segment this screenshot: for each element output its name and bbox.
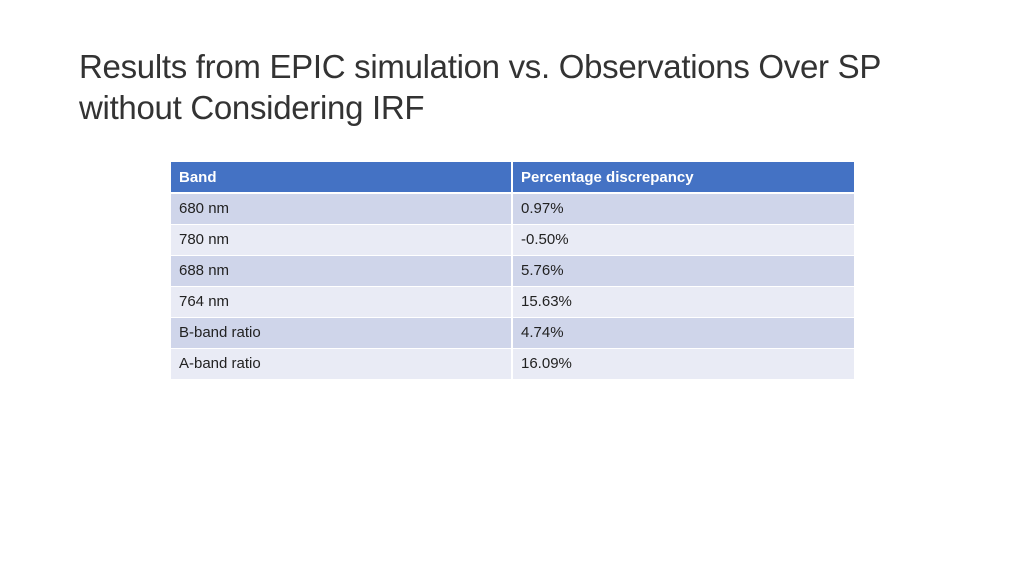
discrepancy-cell: 15.63% — [512, 286, 854, 318]
header-percentage-discrepancy: Percentage discrepancy — [512, 162, 854, 194]
table-row: 780 nm -0.50% — [171, 224, 854, 256]
discrepancy-cell: 0.97% — [512, 193, 854, 225]
slide-title: Results from EPIC simulation vs. Observa… — [79, 48, 881, 126]
band-cell: 764 nm — [171, 286, 513, 318]
table-row: A-band ratio 16.09% — [171, 348, 854, 380]
band-cell: 688 nm — [171, 255, 513, 287]
table-row: B-band ratio 4.74% — [171, 317, 854, 349]
table-row: 688 nm 5.76% — [171, 255, 854, 287]
band-cell: A-band ratio — [171, 348, 513, 380]
table-header-row: Band Percentage discrepancy — [171, 162, 854, 194]
discrepancy-table: Band Percentage discrepancy 680 nm 0.97%… — [171, 162, 854, 380]
table-row: 764 nm 15.63% — [171, 286, 854, 318]
band-cell: 680 nm — [171, 193, 513, 225]
discrepancy-cell: 5.76% — [512, 255, 854, 287]
band-cell: B-band ratio — [171, 317, 513, 349]
band-cell: 780 nm — [171, 224, 513, 256]
discrepancy-cell: -0.50% — [512, 224, 854, 256]
table-row: 680 nm 0.97% — [171, 193, 854, 225]
discrepancy-cell: 4.74% — [512, 317, 854, 349]
discrepancy-cell: 16.09% — [512, 348, 854, 380]
header-band: Band — [171, 162, 513, 194]
